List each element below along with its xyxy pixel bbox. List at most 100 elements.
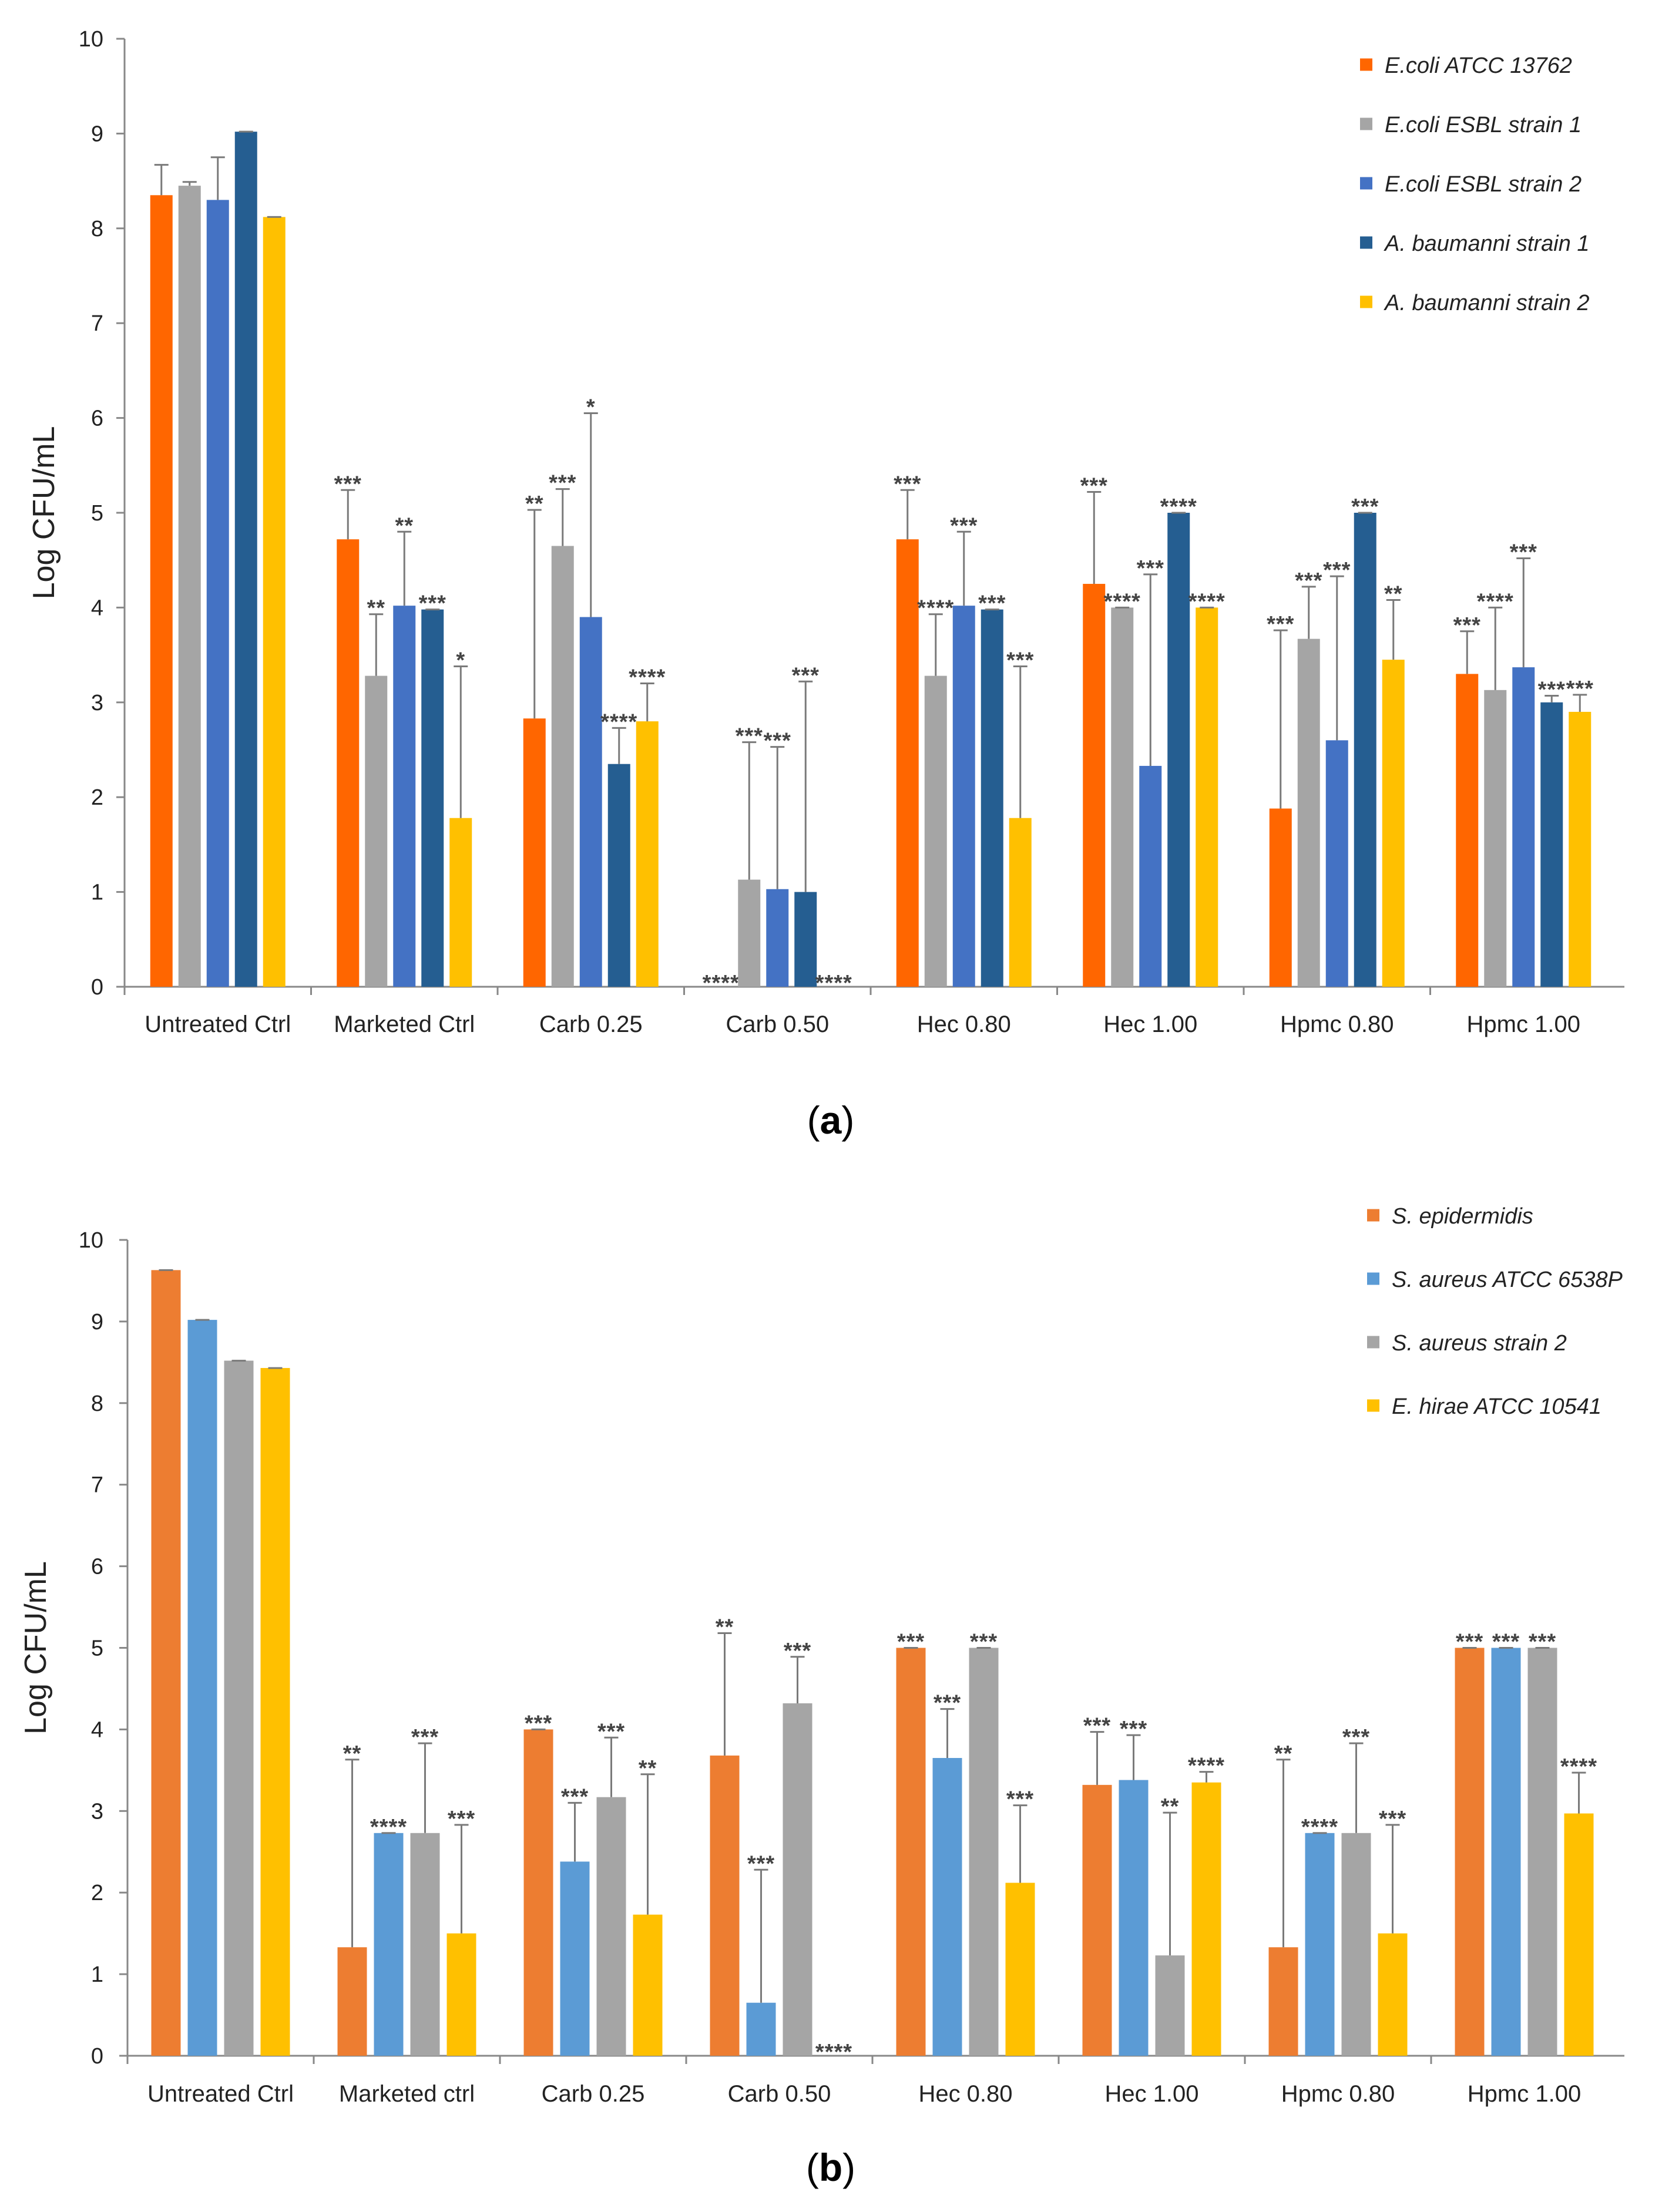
legend-swatch xyxy=(1360,58,1372,71)
y-tick-label: 3 xyxy=(91,1799,103,1824)
x-tick-label: Hec 1.00 xyxy=(1103,1011,1197,1037)
x-tick-label: Hpmc 0.80 xyxy=(1280,1011,1394,1037)
bar xyxy=(1540,702,1563,987)
legend-entry: E.coli ATCC 13762 xyxy=(1385,53,1572,78)
y-tick-label: 6 xyxy=(91,1555,103,1579)
bar xyxy=(393,606,416,987)
bar xyxy=(337,539,360,987)
significance-label: **** xyxy=(1160,495,1197,519)
legend-entry: A. baumanni strain 1 xyxy=(1384,231,1590,256)
significance-label: *** xyxy=(1137,556,1164,581)
x-tick-label: Hec 1.00 xyxy=(1104,2081,1198,2107)
significance-label: ** xyxy=(525,492,544,516)
significance-label: *** xyxy=(1456,1630,1483,1655)
legend-entry: E.coli ESBL strain 1 xyxy=(1385,113,1582,137)
legend-entry: S. epidermidis xyxy=(1392,1204,1533,1229)
bar xyxy=(924,675,947,987)
significance-label: ** xyxy=(1161,1794,1180,1819)
legend-entry: A. baumanni strain 2 xyxy=(1384,291,1590,315)
y-tick-label: 8 xyxy=(91,217,103,241)
significance-label: * xyxy=(586,395,596,420)
significance-label: *** xyxy=(894,472,921,496)
bar xyxy=(449,818,472,987)
bar xyxy=(896,1648,926,2056)
legend-swatch xyxy=(1360,295,1372,308)
bar xyxy=(151,1270,181,2056)
y-tick-label: 7 xyxy=(91,1473,103,1498)
significance-label: *** xyxy=(934,1691,961,1716)
legend-entry: E.coli ESBL strain 2 xyxy=(1385,172,1582,197)
significance-label: *** xyxy=(1323,558,1351,583)
legend-swatch xyxy=(1360,117,1372,130)
bar xyxy=(365,675,388,987)
legend: E.coli ATCC 13762 E.coli ESBL strain 1 E.c… xyxy=(1360,53,1590,315)
significance-label: *** xyxy=(784,1639,811,1663)
bar xyxy=(1083,584,1106,987)
bar xyxy=(551,546,574,987)
significance-label: *** xyxy=(1006,1787,1034,1812)
significance-label: *** xyxy=(561,1784,589,1809)
bar xyxy=(896,539,919,987)
y-tick-label: 8 xyxy=(91,1391,103,1416)
bar xyxy=(523,1729,553,2056)
x-tick-label: Carb 0.25 xyxy=(542,2081,645,2107)
bar xyxy=(1111,607,1134,987)
bar xyxy=(1268,1947,1298,2056)
bar xyxy=(150,195,173,987)
bar xyxy=(633,1914,663,2056)
significance-label: *** xyxy=(950,513,978,538)
bar xyxy=(1382,660,1405,987)
y-tick-label: 4 xyxy=(91,1717,103,1742)
significance-label: **** xyxy=(600,710,637,734)
significance-label: *** xyxy=(1529,1630,1556,1655)
y-tick-label: 5 xyxy=(91,501,103,526)
significance-label: *** xyxy=(448,1807,475,1831)
significance-label: *** xyxy=(1267,612,1294,637)
legend-swatch xyxy=(1367,1272,1379,1285)
y-tick-label: 9 xyxy=(91,1310,103,1334)
legend-swatch xyxy=(1367,1209,1379,1222)
significance-label: *** xyxy=(970,1630,998,1655)
x-tick-label: Marketed ctrl xyxy=(339,2081,475,2107)
x-tick-label: Untreated Ctrl xyxy=(145,1011,291,1037)
bar xyxy=(1155,1955,1185,2056)
significance-label: *** xyxy=(334,472,362,496)
significance-label: *** xyxy=(1351,495,1379,519)
bar xyxy=(337,1947,367,2056)
significance-label: *** xyxy=(1080,473,1108,498)
y-tick-label: 9 xyxy=(91,122,103,146)
y-tick-label: 1 xyxy=(91,1962,103,1987)
bar xyxy=(206,200,229,987)
y-axis-label: Log CFU/mL xyxy=(27,426,61,600)
bar xyxy=(1456,674,1479,987)
y-tick-label: 3 xyxy=(91,691,103,715)
bar xyxy=(1354,513,1376,987)
y-tick-label: 10 xyxy=(79,27,103,52)
significance-label: **** xyxy=(1477,589,1514,614)
y-tick-label: 2 xyxy=(91,1881,103,1905)
x-tick-label: Hec 0.80 xyxy=(917,1011,1011,1037)
significance-label: *** xyxy=(1492,1630,1520,1655)
x-tick-label: Carb 0.50 xyxy=(728,2081,831,2107)
bar xyxy=(187,1320,217,2056)
y-tick-label: 0 xyxy=(91,975,103,1000)
significance-label: *** xyxy=(897,1630,925,1655)
significance-label: * xyxy=(456,648,465,673)
bar xyxy=(1167,513,1190,987)
bar xyxy=(738,879,761,987)
significance-label: **** xyxy=(815,2040,852,2065)
significance-label: *** xyxy=(747,1851,775,1876)
bar xyxy=(636,721,659,987)
significance-label: **** xyxy=(629,665,666,690)
legend-swatch xyxy=(1360,177,1372,190)
y-tick-label: 1 xyxy=(91,880,103,905)
significance-label: **** xyxy=(703,971,740,996)
significance-label: *** xyxy=(1453,613,1481,638)
panel-caption: (a) xyxy=(807,1098,855,1142)
significance-label: *** xyxy=(1120,1717,1147,1742)
x-tick-label: Hpmc 0.80 xyxy=(1281,2081,1395,2107)
bar xyxy=(410,1833,440,2056)
bar xyxy=(1564,1813,1594,2056)
legend-entry: E. hirae ATCC 10541 xyxy=(1392,1394,1601,1419)
